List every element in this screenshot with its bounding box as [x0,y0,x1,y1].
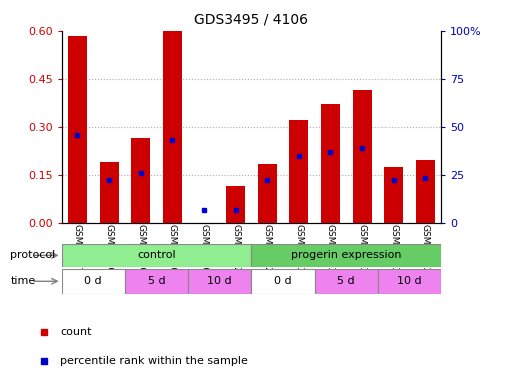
Bar [226,186,245,223]
Text: 0 d: 0 d [84,276,102,286]
Text: time: time [10,276,35,286]
Bar [100,162,119,223]
Bar [188,269,251,294]
Bar [378,269,441,294]
Bar [314,269,378,294]
Text: 0 d: 0 d [274,276,292,286]
Bar [352,90,371,223]
Text: 5 d: 5 d [338,276,355,286]
Text: 5 d: 5 d [148,276,165,286]
Bar [384,167,403,223]
Title: GDS3495 / 4106: GDS3495 / 4106 [194,13,308,27]
Bar [163,31,182,223]
Bar [131,138,150,223]
Bar [68,36,87,223]
Bar [62,244,251,267]
Text: 10 d: 10 d [207,276,232,286]
Bar [62,269,125,294]
Bar [321,104,340,223]
Text: protocol: protocol [10,250,55,260]
Bar [251,269,314,294]
Bar [289,120,308,223]
Text: percentile rank within the sample: percentile rank within the sample [61,356,248,366]
Bar [125,269,188,294]
Text: progerin expression: progerin expression [291,250,402,260]
Text: count: count [61,327,92,337]
Bar [416,161,435,223]
Bar [251,244,441,267]
Bar [258,164,277,223]
Text: control: control [137,250,176,260]
Text: 10 d: 10 d [397,276,422,286]
